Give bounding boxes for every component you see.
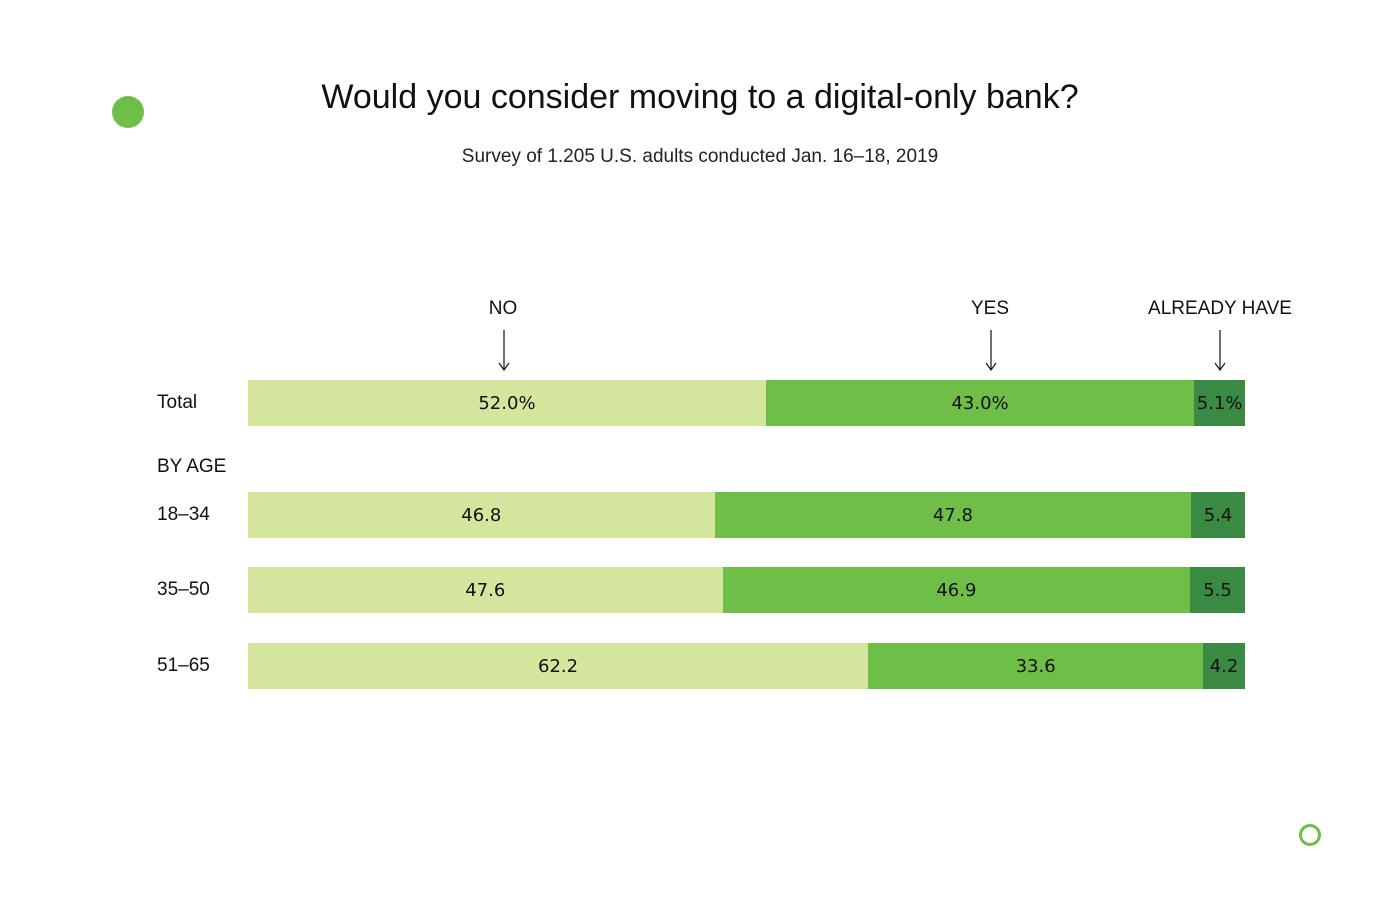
bar-segment-yes: 43.0% <box>765 380 1195 426</box>
bar-segment-already-have: 5.5 <box>1190 567 1245 613</box>
data-label: 4.2 <box>1209 655 1239 677</box>
arrow-down-icon <box>498 330 510 372</box>
row-label-18-34: 18–34 <box>157 504 210 525</box>
arrow-down-icon <box>1214 330 1226 372</box>
bar-row-18-34: 46.8 47.8 5.4 <box>248 492 1245 538</box>
arrow-down-icon <box>985 330 997 372</box>
bar-segment-yes: 46.9 <box>722 567 1191 613</box>
decorative-ring-icon <box>1299 824 1321 846</box>
data-label: 47.6 <box>465 579 506 601</box>
data-label: 46.8 <box>461 504 502 526</box>
bar-segment-no: 52.0% <box>248 380 766 426</box>
row-label-35-50: 35–50 <box>157 579 210 600</box>
data-label: 5.1% <box>1196 392 1243 414</box>
legend-label-no: NO <box>488 298 518 319</box>
legend-label-yes: YES <box>970 298 1010 319</box>
bar-segment-no: 46.8 <box>248 492 715 538</box>
data-label: 62.2 <box>538 655 579 677</box>
bar-segment-already-have: 5.4 <box>1191 492 1245 538</box>
bar-row-51-65: 62.2 33.6 4.2 <box>248 643 1245 689</box>
chart-subtitle: Survey of 1.205 U.S. adults conducted Ja… <box>461 146 939 167</box>
row-label-51-65: 51–65 <box>157 655 210 676</box>
bar-segment-yes: 33.6 <box>868 643 1204 689</box>
bar-segment-no: 47.6 <box>248 567 723 613</box>
data-label: 5.5 <box>1203 579 1232 601</box>
bar-row-total: 52.0% 43.0% 5.1% <box>248 380 1245 426</box>
decorative-dot-icon <box>112 96 144 128</box>
data-label: 52.0% <box>478 392 536 414</box>
bar-segment-already-have: 4.2 <box>1203 643 1245 689</box>
legend-label-already-have: ALREADY HAVE <box>1148 298 1292 319</box>
section-label-by-age: BY AGE <box>157 456 227 477</box>
data-label: 46.9 <box>936 579 977 601</box>
data-label: 47.8 <box>932 504 973 526</box>
bar-segment-no: 62.2 <box>248 643 869 689</box>
bar-row-35-50: 47.6 46.9 5.5 <box>248 567 1245 613</box>
bar-segment-already-have: 5.1% <box>1194 380 1245 426</box>
row-label-total: Total <box>157 392 198 413</box>
data-label: 33.6 <box>1015 655 1056 677</box>
data-label: 43.0% <box>951 392 1009 414</box>
bar-segment-yes: 47.8 <box>714 492 1192 538</box>
chart-title: Would you consider moving to a digital-o… <box>321 78 1079 116</box>
data-label: 5.4 <box>1203 504 1233 526</box>
